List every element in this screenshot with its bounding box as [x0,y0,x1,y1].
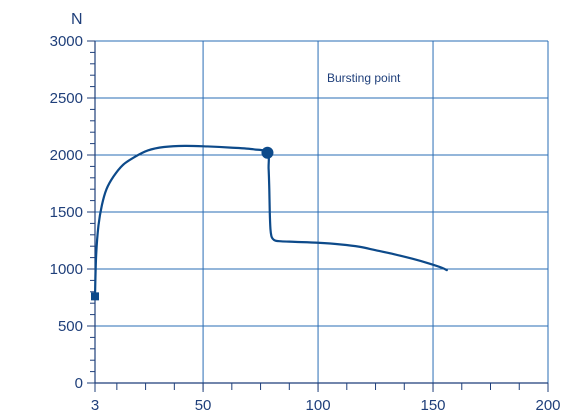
grid-lines [95,40,549,383]
y-tick-label: 0 [75,375,83,392]
y-tick-label: 1000 [50,261,83,278]
x-tick-label: 3 [91,397,99,414]
y-tick-label: 3000 [50,33,83,50]
x-tick-label: 200 [535,397,560,414]
x-tick-label: 150 [421,397,446,414]
series-group [93,144,448,298]
bursting-point-marker [261,146,274,159]
start-point-marker [91,292,99,301]
y-tick-label: 500 [58,318,83,335]
minor-ticks [87,40,549,392]
x-tick-label: 100 [306,397,331,414]
y-tick-label: 1500 [50,204,83,221]
y-tick-labels: 0 500 1000 1500 2000 2500 3000 [50,33,83,392]
x-tick-labels: 3 50 100 150 200 [91,397,561,414]
y-axis-unit-label: N [71,11,83,28]
axes [94,41,548,384]
x-tick-label: 50 [195,397,212,414]
y-tick-label: 2000 [50,147,83,164]
markers-group [91,146,274,301]
force-curve-line [93,144,448,298]
y-tick-label: 2500 [50,90,83,107]
bursting-point-annotation: Bursting point [327,71,401,85]
